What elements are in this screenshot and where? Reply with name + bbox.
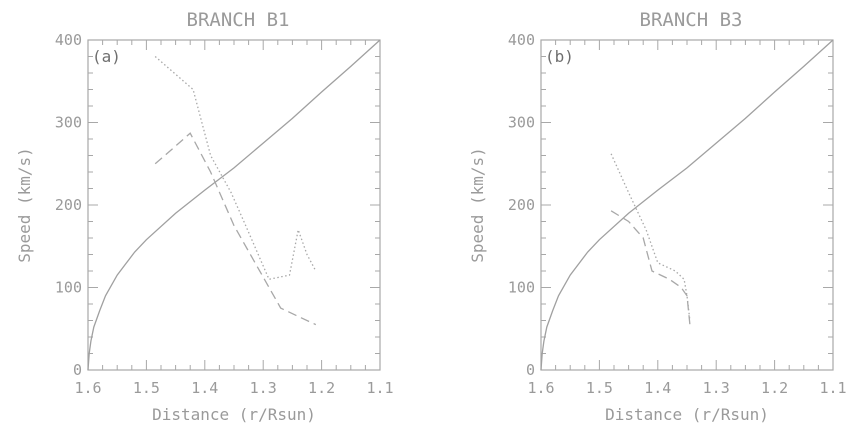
x-tick-label: 1.3 xyxy=(703,379,730,397)
y-tick-label: 400 xyxy=(55,31,82,49)
panel-label: (b) xyxy=(545,47,574,66)
x-tick-label: 1.3 xyxy=(250,379,277,397)
series-line-solid xyxy=(87,39,381,371)
chart-panel-1: BRANCH B1 (a) 1.6 1.5 1.4 1.3 1.2 1.1 0 100 200 300… xyxy=(15,9,394,424)
chart-title: BRANCH B3 xyxy=(640,9,743,31)
y-tick-label: 300 xyxy=(55,114,82,132)
x-tick-label: 1.6 xyxy=(74,379,101,397)
y-tick-label: 300 xyxy=(508,114,535,132)
plot-frame xyxy=(87,39,381,371)
y-tick-label: 100 xyxy=(508,279,535,297)
y-tick-label: 0 xyxy=(73,361,82,379)
y-tick-label: 200 xyxy=(508,196,535,214)
series-line-solid xyxy=(540,39,834,371)
series-line-dashed xyxy=(610,210,691,325)
y-axis-label: Speed (km/s) xyxy=(15,147,34,263)
x-tick-label: 1.5 xyxy=(586,379,613,397)
series-line-dotted xyxy=(610,153,691,321)
chart-title: BRANCH B1 xyxy=(187,9,290,31)
chart-panel-2: BRANCH B3 (b) 1.6 1.5 1.4 1.3 1.2 1.1 0 100 200 300… xyxy=(468,9,847,424)
y-tick-label: 0 xyxy=(526,361,535,379)
y-axis-label: Speed (km/s) xyxy=(468,147,487,263)
x-tick-label: 1.5 xyxy=(133,379,160,397)
x-tick-label: 1.1 xyxy=(819,379,846,397)
x-tick-label: 1.4 xyxy=(644,379,671,397)
x-tick-label: 1.6 xyxy=(527,379,554,397)
series-line-dotted xyxy=(154,56,317,281)
x-tick-label: 1.4 xyxy=(191,379,218,397)
y-tick-label: 200 xyxy=(55,196,82,214)
y-tick-label: 400 xyxy=(508,31,535,49)
x-axis-label: Distance (r/Rsun) xyxy=(152,405,316,424)
x-tick-label: 1.2 xyxy=(308,379,335,397)
panel-label: (a) xyxy=(92,47,121,66)
plot-frame xyxy=(540,39,834,371)
y-tick-label: 100 xyxy=(55,279,82,297)
series-line-dashed xyxy=(154,132,317,326)
x-tick-label: 1.1 xyxy=(366,379,393,397)
x-axis-label: Distance (r/Rsun) xyxy=(605,405,769,424)
x-tick-label: 1.2 xyxy=(761,379,788,397)
